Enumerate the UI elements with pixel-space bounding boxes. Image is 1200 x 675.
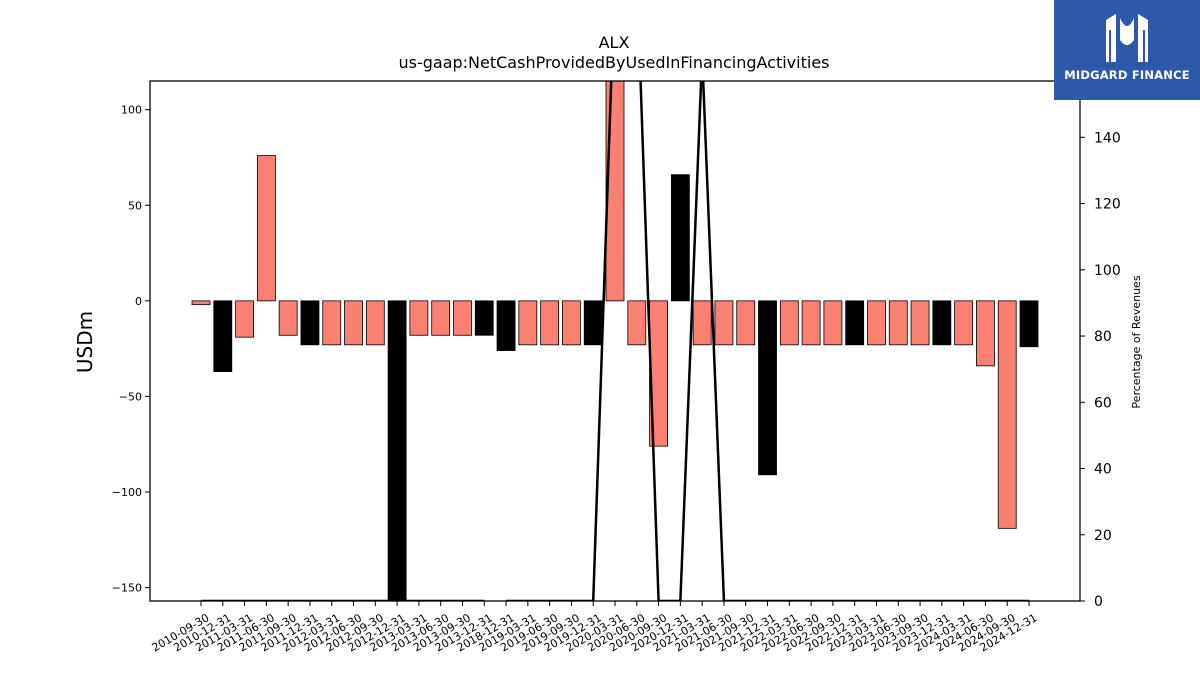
chart-subtitle: us-gaap:NetCashProvidedByUsedInFinancing…	[398, 53, 829, 72]
y-tick-label: 0	[135, 295, 142, 308]
bar-2022-06-30	[801, 300, 821, 346]
y2-axis-label: Percentage of Revenues	[1130, 275, 1143, 408]
y2-tick-label: 140	[1094, 130, 1121, 146]
bar-2022-03-31	[779, 300, 799, 346]
y-tick-label: 50	[128, 199, 142, 212]
bar-2013-06-30	[431, 300, 451, 336]
bar-2010-09-30	[191, 300, 211, 306]
bar-2019-06-30	[540, 300, 560, 346]
bar-2011-06-30	[256, 155, 276, 302]
bar-2020-06-30	[627, 300, 647, 346]
bar-2011-12-31	[300, 300, 320, 346]
bar-2019-03-31	[518, 300, 538, 346]
x-axis-ticks: 2010-09-302010-12-312011-03-312011-06-30…	[150, 601, 1040, 654]
bar-2024-03-31	[954, 300, 974, 346]
y-axis-label: USDm	[73, 311, 97, 373]
midgard-finance-logo: MIDGARD FINANCE	[1054, 0, 1200, 100]
bar-2022-09-30	[823, 300, 843, 346]
bar-2023-06-30	[888, 300, 908, 346]
y2-tick-label: 120	[1094, 197, 1121, 213]
y-tick-label: −150	[112, 582, 142, 595]
bar-2022-12-31	[845, 300, 865, 346]
y-tick-label: 100	[121, 104, 142, 117]
bar-2011-09-30	[278, 300, 298, 336]
bar-2023-03-31	[867, 300, 886, 346]
bar-2020-12-31	[670, 174, 690, 302]
bar-2012-06-30	[344, 300, 363, 346]
bar-2021-12-31	[758, 300, 777, 476]
bar-2024-12-31	[1019, 300, 1039, 348]
logo-text: MIDGARD FINANCE	[1064, 68, 1190, 82]
bar-2023-12-31	[932, 300, 952, 346]
chart-title: ALX	[599, 33, 630, 52]
y2-tick-label: 100	[1094, 263, 1121, 279]
bar-2024-06-30	[976, 300, 995, 367]
bar-2011-03-31	[235, 300, 254, 338]
bar-2021-06-30	[714, 300, 734, 346]
y-tick-label: −50	[119, 390, 142, 403]
bar-2021-09-30	[736, 300, 756, 346]
bar-2012-12-31	[387, 300, 407, 601]
bar-2018-12-31	[496, 300, 516, 351]
y2-tick-label: 20	[1094, 528, 1112, 544]
bar-2023-09-30	[910, 300, 930, 346]
y-tick-label: −100	[112, 486, 142, 499]
y2-tick-label: 40	[1094, 462, 1112, 478]
midgard-m-logo-icon	[1106, 14, 1148, 66]
left-axis-ticks: 100 50 0 −50 −100 −150	[112, 104, 150, 595]
bar-2019-12-31	[583, 300, 603, 346]
bar-2010-12-31	[213, 300, 233, 372]
bar-2019-09-30	[562, 300, 581, 346]
bar-2012-03-31	[322, 300, 342, 346]
y2-tick-label: 60	[1094, 395, 1112, 411]
bar-2013-03-31	[409, 300, 429, 336]
bar-2013-09-30	[453, 300, 472, 336]
y2-tick-label: 80	[1094, 329, 1112, 345]
bar-2013-12-31	[474, 300, 494, 336]
bar-2021-03-31	[692, 300, 712, 346]
bar-2024-09-30	[997, 300, 1017, 529]
bar-2012-09-30	[365, 300, 385, 346]
y2-tick-label: 0	[1094, 594, 1103, 610]
right-axis-ticks: 0 20 40 60 80 100 120 140	[1080, 130, 1121, 610]
bars-layer	[191, 81, 1039, 601]
